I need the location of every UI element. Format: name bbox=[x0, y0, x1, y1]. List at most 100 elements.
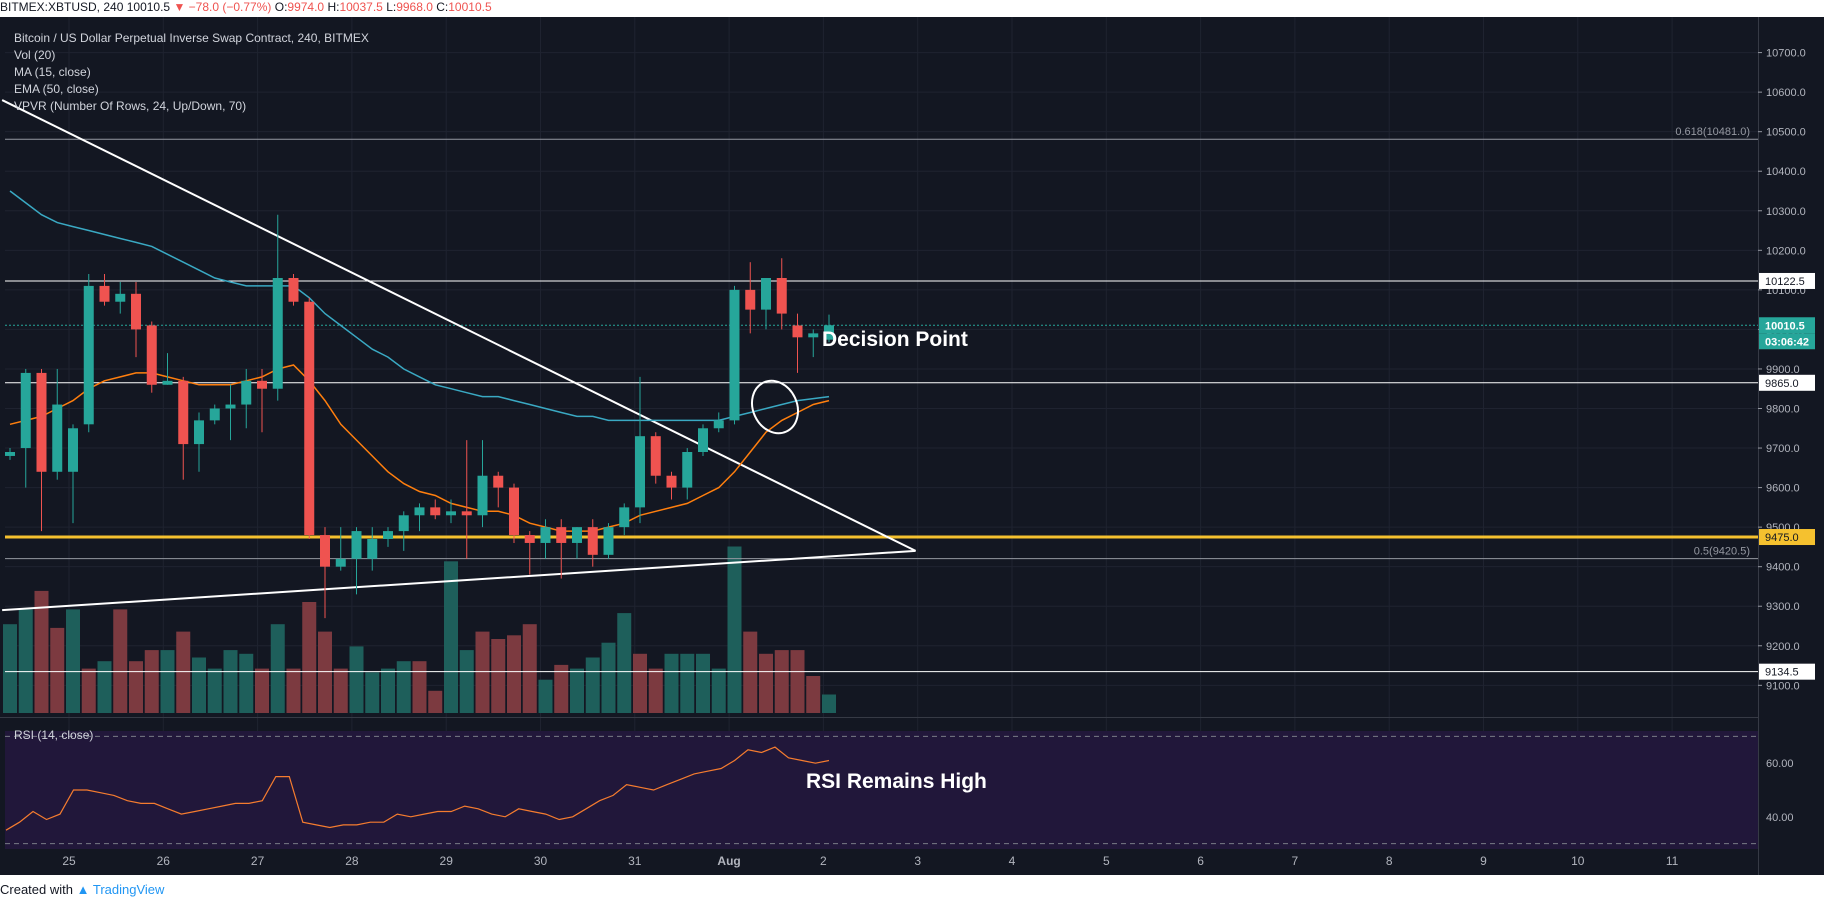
volume-bar bbox=[381, 668, 395, 713]
countdown-label: 03:06:42 bbox=[1765, 336, 1809, 348]
volume-bar bbox=[207, 668, 222, 713]
time-tick-label: 9 bbox=[1480, 854, 1487, 868]
price-tick-label: 9200.0 bbox=[1766, 641, 1800, 653]
chart-area[interactable]: 0.618(10481.0) 0.5(9420.5) Decision Point… bbox=[0, 17, 1824, 875]
candle-body bbox=[304, 301, 315, 536]
volume-bar bbox=[585, 657, 600, 713]
volume-bar bbox=[475, 631, 490, 713]
legend-line: MA (15, close) bbox=[14, 65, 91, 79]
candle-body bbox=[540, 527, 551, 543]
candle-body bbox=[745, 289, 756, 310]
ema50-line bbox=[9, 190, 830, 422]
time-tick-label: 10 bbox=[1571, 854, 1585, 868]
tradingview-logo-icon: ▲ bbox=[76, 882, 90, 897]
candle-body bbox=[446, 511, 456, 516]
price-tick-label: 10200.0 bbox=[1766, 245, 1806, 257]
volume-bar bbox=[302, 602, 317, 713]
low-value: 9968.0 bbox=[396, 0, 433, 14]
candle-body bbox=[99, 285, 110, 302]
candle-body bbox=[776, 278, 787, 314]
trendline[interactable] bbox=[2, 549, 916, 612]
candle-body bbox=[5, 452, 15, 456]
rsi-background bbox=[5, 731, 1758, 849]
volume-bar bbox=[570, 668, 584, 713]
candle-body bbox=[493, 475, 504, 488]
volume-bar bbox=[270, 624, 285, 713]
volume-bar bbox=[648, 668, 663, 713]
footer: Created with ▲ TradingView bbox=[0, 878, 164, 902]
volume-bar bbox=[680, 653, 695, 713]
price-tag bbox=[1759, 374, 1815, 391]
close-label: C: bbox=[436, 0, 449, 14]
price-axis-labels: 9100.09200.09300.09400.09500.09600.09700… bbox=[1758, 48, 1815, 824]
candle-body bbox=[587, 527, 598, 555]
time-tick-label: 5 bbox=[1103, 854, 1110, 868]
decision-point-annotation[interactable]: Decision Point bbox=[822, 328, 968, 351]
trendline[interactable] bbox=[1, 99, 917, 552]
rsi-tick-label: 60.00 bbox=[1766, 758, 1794, 770]
volume-bar bbox=[774, 650, 789, 713]
high-label: H: bbox=[327, 0, 340, 14]
pane-separator bbox=[0, 717, 1758, 718]
volume-bar bbox=[34, 590, 49, 713]
time-tick-label: 3 bbox=[914, 854, 921, 868]
symbol-label: BITMEX:XBTUSD, 240 bbox=[0, 0, 124, 14]
volume-bar bbox=[144, 650, 159, 713]
candle-body bbox=[572, 527, 582, 543]
candle-body bbox=[792, 325, 803, 338]
price-tick-label: 9600.0 bbox=[1766, 483, 1800, 495]
volume-bar bbox=[806, 676, 821, 713]
candle-body bbox=[272, 278, 283, 389]
candle-body bbox=[367, 539, 378, 559]
moving-averages bbox=[9, 190, 830, 532]
time-tick-label: 27 bbox=[251, 854, 265, 868]
candle-body bbox=[131, 293, 141, 330]
price-axis-border bbox=[1758, 17, 1759, 875]
volume-bar bbox=[129, 661, 143, 713]
time-tick-label: 8 bbox=[1386, 854, 1393, 868]
rsi-annotation[interactable]: RSI Remains High bbox=[806, 770, 987, 793]
time-tick-label: 31 bbox=[628, 854, 642, 868]
volume-bar bbox=[507, 635, 521, 713]
candle-body bbox=[383, 531, 393, 539]
candle-body bbox=[320, 535, 330, 567]
legend-line: VPVR (Number Of Rows, 24, Up/Down, 70) bbox=[14, 99, 246, 113]
candle-body bbox=[288, 278, 299, 302]
price-axis[interactable] bbox=[1758, 17, 1824, 875]
volume-bar bbox=[192, 657, 206, 713]
candle-body bbox=[209, 408, 220, 421]
price-tick-label: 9100.0 bbox=[1766, 680, 1800, 692]
volume-bar bbox=[743, 631, 758, 713]
time-tick-label: 28 bbox=[345, 854, 359, 868]
volume-bar bbox=[239, 653, 254, 713]
time-tick-label: 2 bbox=[820, 854, 827, 868]
price-tick-label: 10700.0 bbox=[1766, 48, 1806, 60]
candle-body bbox=[68, 428, 78, 472]
price-tag bbox=[1759, 317, 1815, 334]
tradingview-brand[interactable]: TradingView bbox=[92, 882, 165, 897]
candle-body bbox=[461, 511, 472, 516]
volume-bar bbox=[160, 650, 175, 713]
circle-annotation[interactable] bbox=[744, 373, 807, 441]
time-tick-label: 7 bbox=[1292, 854, 1299, 868]
volume-bar bbox=[365, 672, 380, 713]
price-tick-label: 9400.0 bbox=[1766, 562, 1800, 574]
price-tag-label: 10010.5 bbox=[1765, 320, 1805, 332]
time-tick-label: 6 bbox=[1197, 854, 1204, 868]
candle-body bbox=[178, 380, 189, 445]
time-axis[interactable]: 25 26 27 28 29 30 31 Aug 2 3 4 5 6 7 8 9 10 11 bbox=[62, 854, 1678, 868]
rsi-line bbox=[5, 746, 830, 831]
open-label: O: bbox=[274, 0, 288, 14]
legend-line: EMA (50, close) bbox=[14, 82, 99, 96]
candle-body bbox=[556, 527, 567, 543]
price-change: ▼ −78.0 (−0.77%) bbox=[173, 0, 272, 14]
price-tag-label: 9134.5 bbox=[1765, 667, 1799, 679]
candle-body bbox=[241, 380, 252, 405]
volume-bar bbox=[18, 609, 33, 713]
trendlines[interactable] bbox=[1, 99, 917, 612]
candle-body bbox=[729, 289, 740, 421]
volume-bar bbox=[822, 694, 836, 713]
candle-body bbox=[824, 325, 834, 340]
volume-bar bbox=[459, 650, 474, 713]
volume-bar bbox=[223, 650, 238, 713]
